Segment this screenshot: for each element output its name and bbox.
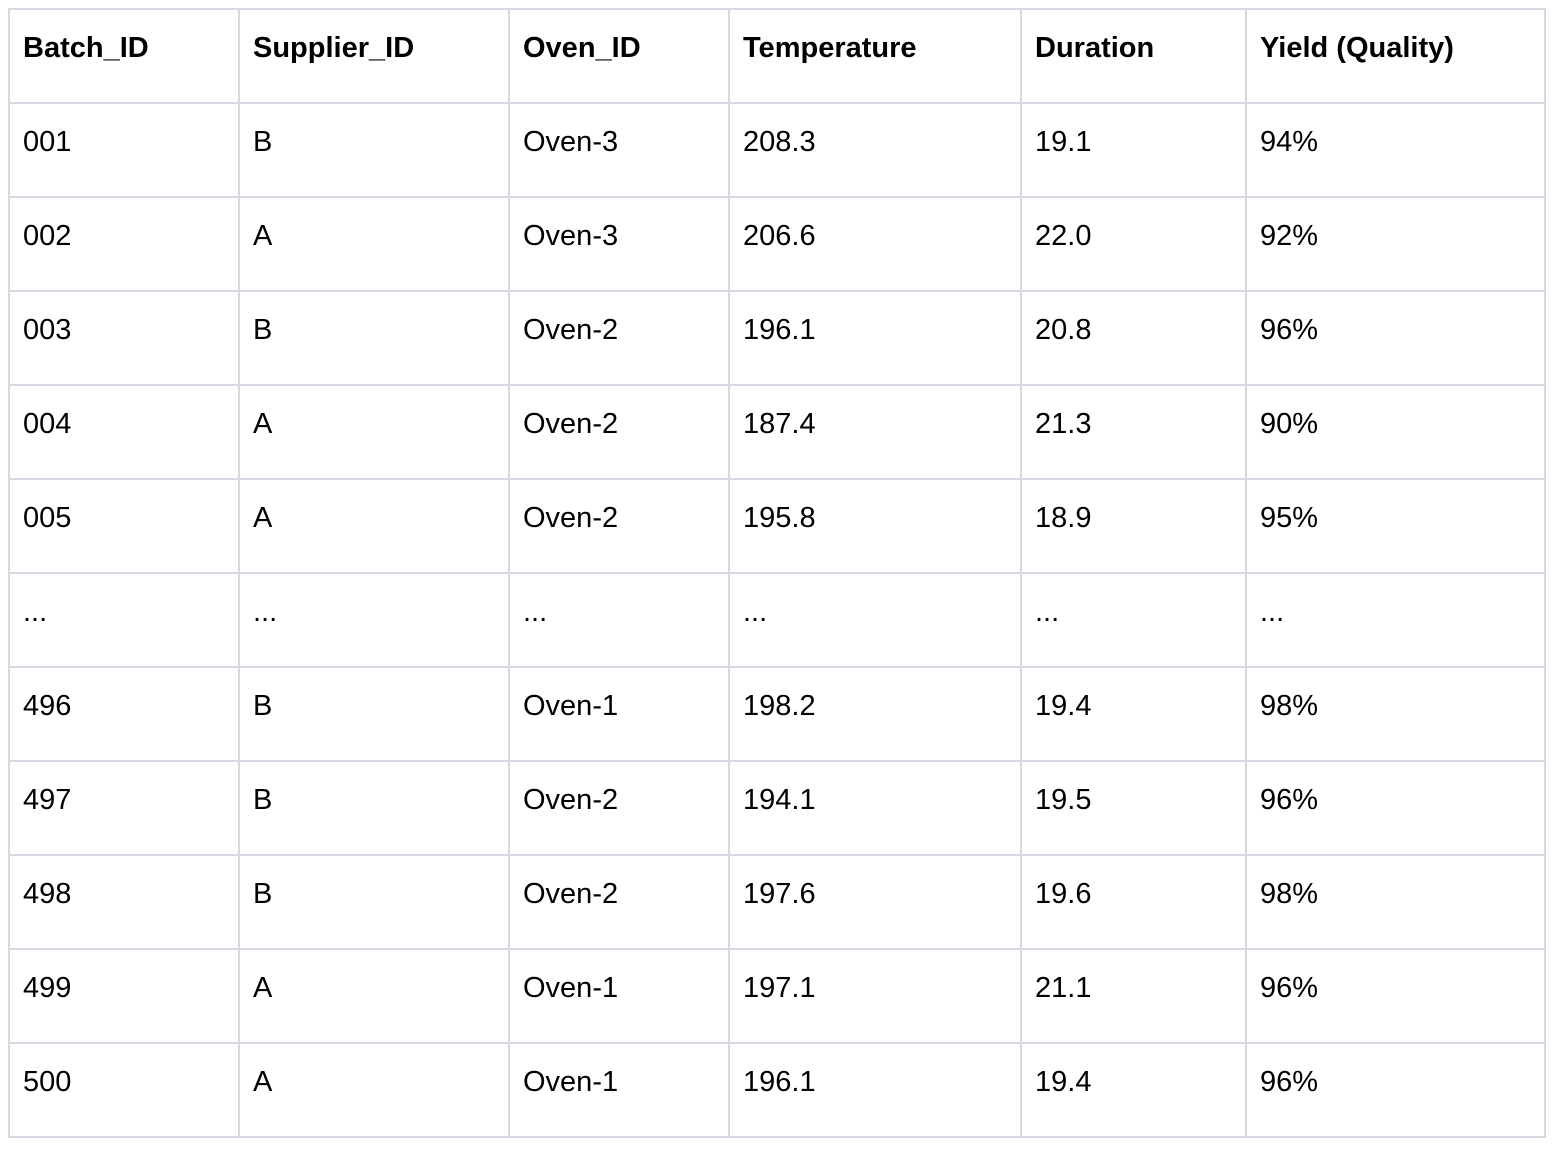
cell-duration: 19.6 — [1020, 854, 1247, 950]
table-row: 002 A Oven-3 206.6 22.0 92% — [8, 196, 1546, 292]
cell-yield: 95% — [1245, 478, 1546, 574]
cell-supplier-id: A — [238, 384, 510, 480]
column-header-oven-id: Oven_ID — [508, 8, 730, 104]
cell-batch-id: ... — [8, 572, 240, 668]
cell-oven-id: Oven-2 — [508, 854, 730, 950]
cell-batch-id: 001 — [8, 102, 240, 198]
cell-temperature: 208.3 — [728, 102, 1022, 198]
cell-temperature: 187.4 — [728, 384, 1022, 480]
column-header-batch-id: Batch_ID — [8, 8, 240, 104]
table-row: 005 A Oven-2 195.8 18.9 95% — [8, 478, 1546, 574]
cell-batch-id: 498 — [8, 854, 240, 950]
cell-duration: 19.4 — [1020, 1042, 1247, 1138]
cell-supplier-id: A — [238, 196, 510, 292]
table-row: 499 A Oven-1 197.1 21.1 96% — [8, 948, 1546, 1044]
cell-yield: 96% — [1245, 948, 1546, 1044]
cell-yield: 94% — [1245, 102, 1546, 198]
column-header-supplier-id: Supplier_ID — [238, 8, 510, 104]
cell-duration: 20.8 — [1020, 290, 1247, 386]
cell-batch-id: 003 — [8, 290, 240, 386]
cell-yield: 96% — [1245, 1042, 1546, 1138]
cell-duration: 19.1 — [1020, 102, 1247, 198]
cell-batch-id: 499 — [8, 948, 240, 1044]
cell-temperature: 197.1 — [728, 948, 1022, 1044]
cell-batch-id: 004 — [8, 384, 240, 480]
cell-oven-id: Oven-2 — [508, 290, 730, 386]
cell-oven-id: Oven-1 — [508, 666, 730, 762]
cell-batch-id: 500 — [8, 1042, 240, 1138]
table-row-ellipsis: ... ... ... ... ... ... — [8, 572, 1546, 668]
cell-temperature: 198.2 — [728, 666, 1022, 762]
table-row: 004 A Oven-2 187.4 21.3 90% — [8, 384, 1546, 480]
cell-oven-id: Oven-3 — [508, 102, 730, 198]
table-row: 001 B Oven-3 208.3 19.1 94% — [8, 102, 1546, 198]
cell-oven-id: Oven-1 — [508, 948, 730, 1044]
cell-batch-id: 497 — [8, 760, 240, 856]
cell-yield: 98% — [1245, 666, 1546, 762]
table-row: 003 B Oven-2 196.1 20.8 96% — [8, 290, 1546, 386]
column-header-yield-quality: Yield (Quality) — [1245, 8, 1546, 104]
cell-duration: 21.3 — [1020, 384, 1247, 480]
cell-supplier-id: B — [238, 666, 510, 762]
cell-yield: 92% — [1245, 196, 1546, 292]
cell-oven-id: Oven-1 — [508, 1042, 730, 1138]
cell-oven-id: Oven-2 — [508, 478, 730, 574]
cell-supplier-id: B — [238, 854, 510, 950]
cell-supplier-id: B — [238, 102, 510, 198]
table-row: 500 A Oven-1 196.1 19.4 96% — [8, 1042, 1546, 1138]
cell-oven-id: Oven-3 — [508, 196, 730, 292]
cell-yield: 90% — [1245, 384, 1546, 480]
cell-oven-id: Oven-2 — [508, 384, 730, 480]
cell-duration: 22.0 — [1020, 196, 1247, 292]
cell-batch-id: 005 — [8, 478, 240, 574]
cell-batch-id: 002 — [8, 196, 240, 292]
cell-duration: 19.4 — [1020, 666, 1247, 762]
cell-supplier-id: A — [238, 948, 510, 1044]
cell-supplier-id: B — [238, 760, 510, 856]
cell-yield: 96% — [1245, 760, 1546, 856]
cell-temperature: 197.6 — [728, 854, 1022, 950]
cell-duration: 19.5 — [1020, 760, 1247, 856]
cell-batch-id: 496 — [8, 666, 240, 762]
table-row: 496 B Oven-1 198.2 19.4 98% — [8, 666, 1546, 762]
batch-data-table: Batch_ID Supplier_ID Oven_ID Temperature… — [8, 8, 1546, 1138]
cell-oven-id: ... — [508, 572, 730, 668]
cell-supplier-id: B — [238, 290, 510, 386]
column-header-temperature: Temperature — [728, 8, 1022, 104]
cell-duration: 21.1 — [1020, 948, 1247, 1044]
cell-supplier-id: A — [238, 478, 510, 574]
cell-temperature: 206.6 — [728, 196, 1022, 292]
cell-temperature: 194.1 — [728, 760, 1022, 856]
header-row: Batch_ID Supplier_ID Oven_ID Temperature… — [8, 8, 1546, 104]
cell-oven-id: Oven-2 — [508, 760, 730, 856]
cell-yield: ... — [1245, 572, 1546, 668]
cell-yield: 96% — [1245, 290, 1546, 386]
table-row: 497 B Oven-2 194.1 19.5 96% — [8, 760, 1546, 856]
cell-duration: ... — [1020, 572, 1247, 668]
cell-supplier-id: ... — [238, 572, 510, 668]
cell-temperature: 196.1 — [728, 290, 1022, 386]
cell-temperature: 196.1 — [728, 1042, 1022, 1138]
cell-duration: 18.9 — [1020, 478, 1247, 574]
cell-temperature: ... — [728, 572, 1022, 668]
cell-yield: 98% — [1245, 854, 1546, 950]
column-header-duration: Duration — [1020, 8, 1247, 104]
cell-supplier-id: A — [238, 1042, 510, 1138]
cell-temperature: 195.8 — [728, 478, 1022, 574]
table-row: 498 B Oven-2 197.6 19.6 98% — [8, 854, 1546, 950]
